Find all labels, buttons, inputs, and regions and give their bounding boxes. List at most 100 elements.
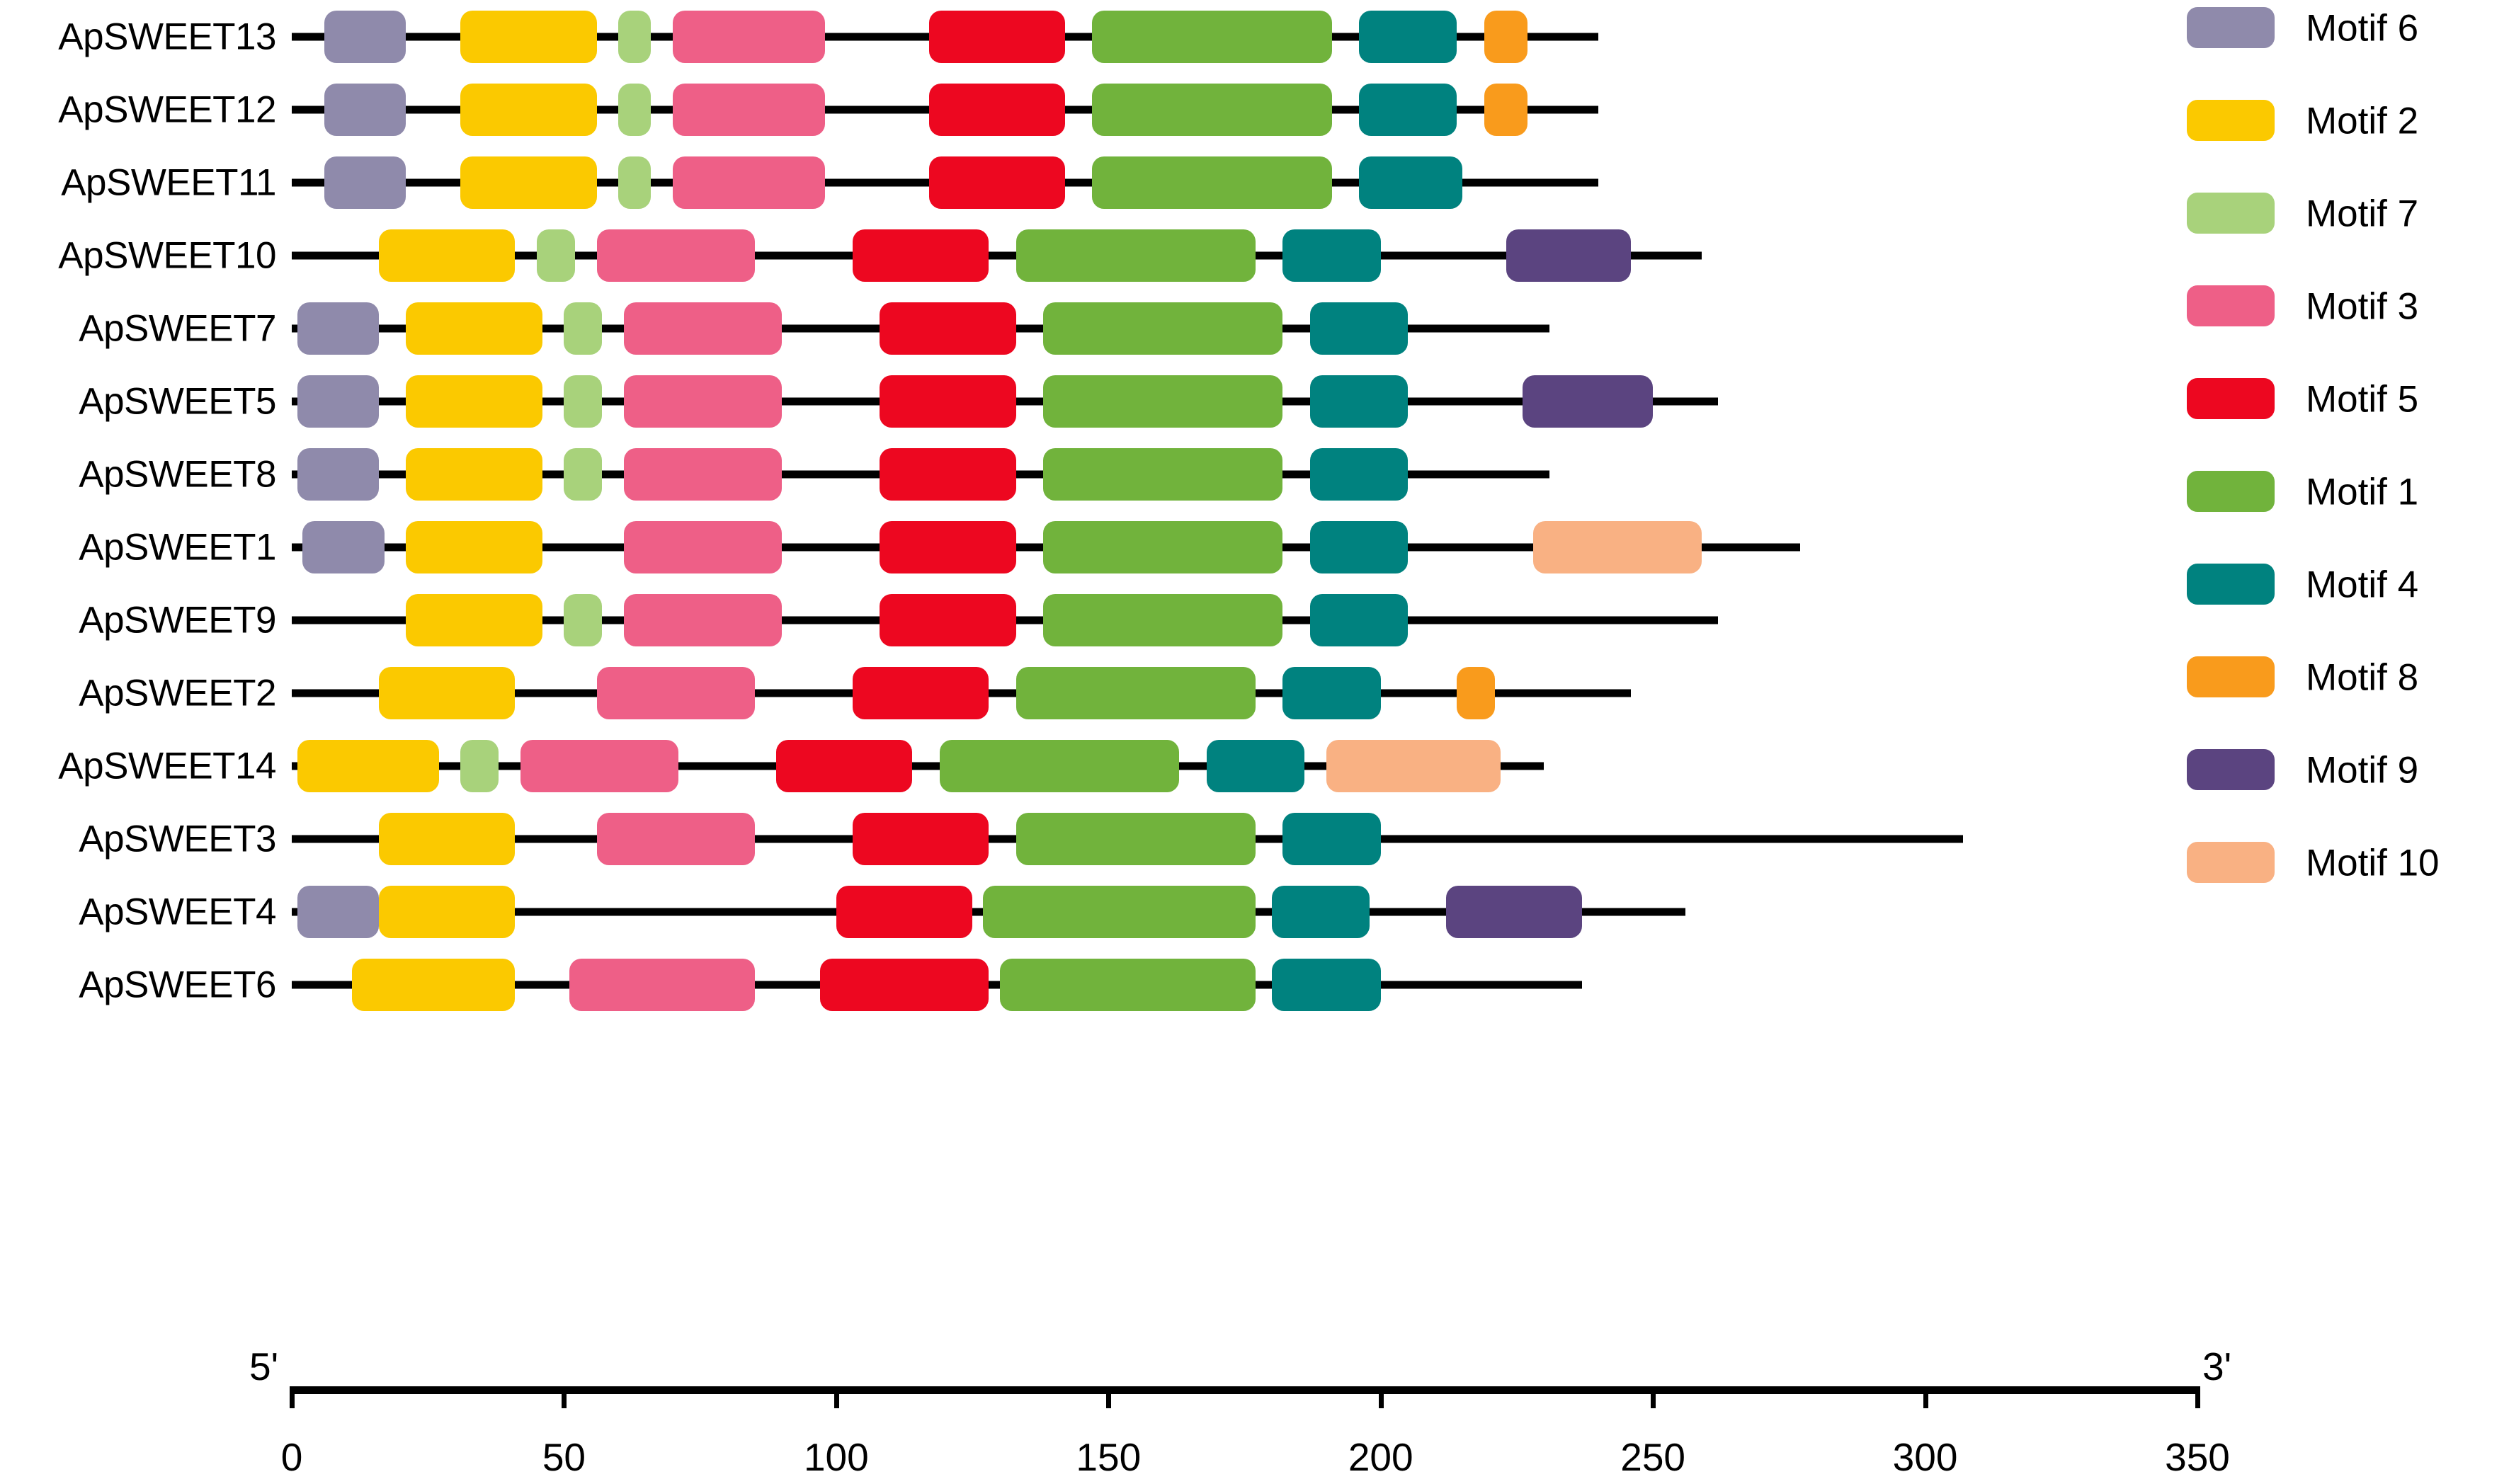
motif-block [776,739,913,792]
motif-block [1457,666,1496,719]
protein-name-label: ApSWEET9 [79,599,276,641]
motif-block [1358,83,1457,136]
axis-tick [1106,1386,1112,1408]
motif-block [624,593,782,646]
legend-label: Motif 7 [2306,193,2419,235]
motif-block [673,156,826,209]
motif-block [460,156,597,209]
axis-tick-label: 50 [542,1435,586,1479]
motif-block [569,958,755,1011]
protein-row: ApSWEET12 [0,73,2160,146]
motif-block [1522,375,1654,428]
legend-label: Motif 6 [2306,7,2419,50]
motif-block [836,885,973,938]
legend-label: Motif 1 [2306,471,2419,513]
protein-name-label: ApSWEET6 [79,964,276,1005]
axis-tick-label: 350 [2165,1435,2230,1479]
axis-tick [834,1386,839,1408]
axis-tick [2195,1386,2200,1408]
legend-color-swatch [2187,285,2275,326]
motif-block [1015,812,1256,865]
protein-row: ApSWEET10 [0,219,2160,292]
axis-tick [1923,1386,1928,1408]
protein-name-label: ApSWEET12 [58,89,276,130]
motif-block [406,593,542,646]
motif-block [1309,520,1409,573]
motif-block [1271,958,1381,1011]
protein-name-label: ApSWEET14 [58,745,276,787]
legend-color-swatch [2187,193,2275,234]
axis-tick-label: 250 [1620,1435,1686,1479]
motif-block [928,156,1065,209]
protein-row: ApSWEET11 [0,146,2160,219]
motif-block [297,739,439,792]
motif-block [1206,739,1305,792]
motif-block [1506,229,1632,282]
legend-label: Motif 3 [2306,285,2419,328]
motif-block [852,812,989,865]
motif-block [1309,302,1409,355]
three-prime-label: 3' [2202,1345,2232,1388]
axis-tick [562,1386,567,1408]
motif-block [1484,83,1528,136]
motif-block [460,739,499,792]
motif-block [536,229,575,282]
motif-block [624,447,782,501]
motif-block [564,302,603,355]
motif-block [596,666,755,719]
motif-block [324,156,406,209]
motif-block [1092,156,1332,209]
protein-backbone-line [292,762,1544,770]
axis-tick-label: 300 [1892,1435,1958,1479]
motif-block [928,83,1065,136]
motif-block [379,812,516,865]
motif-block [302,520,385,573]
motif-block [596,229,755,282]
legend-color-swatch [2187,7,2275,48]
protein-row: ApSWEET6 [0,948,2160,1021]
motif-block [880,520,1016,573]
legend-color-swatch [2187,842,2275,883]
motif-block [406,302,542,355]
motif-block [880,375,1016,428]
motif-block [297,302,380,355]
motif-block [460,10,597,63]
motif-block [1092,83,1332,136]
protein-row: ApSWEET9 [0,583,2160,656]
motif-block [1043,520,1283,573]
motif-block [1015,666,1256,719]
motif-block [673,83,826,136]
motif-block [880,593,1016,646]
motif-block [596,812,755,865]
five-prime-label: 5' [249,1345,279,1388]
motif-block [297,885,380,938]
motif-block [880,302,1016,355]
motif-block [939,739,1180,792]
motif-block [324,10,406,63]
protein-name-label: ApSWEET8 [79,453,276,495]
motif-block [1358,10,1457,63]
motif-block [1282,812,1381,865]
motif-block [406,520,542,573]
protein-name-label: ApSWEET4 [79,891,276,932]
motif-block [1282,229,1381,282]
motif-block [1309,447,1409,501]
motif-block [1445,885,1583,938]
protein-name-label: ApSWEET13 [58,16,276,57]
axis-tick-label: 100 [803,1435,869,1479]
protein-row: ApSWEET4 [0,875,2160,948]
legend-label: Motif 10 [2306,842,2440,884]
motif-block [406,447,542,501]
motif-block [1043,447,1283,501]
legend-color-swatch [2187,378,2275,419]
protein-row: ApSWEET1 [0,510,2160,583]
motif-block [999,958,1256,1011]
motif-block [618,156,652,209]
protein-row: ApSWEET13 [0,0,2160,73]
motif-block [1484,10,1528,63]
legend-color-swatch [2187,564,2275,605]
axis-tick [1378,1386,1384,1408]
protein-row: ApSWEET2 [0,656,2160,729]
legend-color-swatch [2187,656,2275,697]
